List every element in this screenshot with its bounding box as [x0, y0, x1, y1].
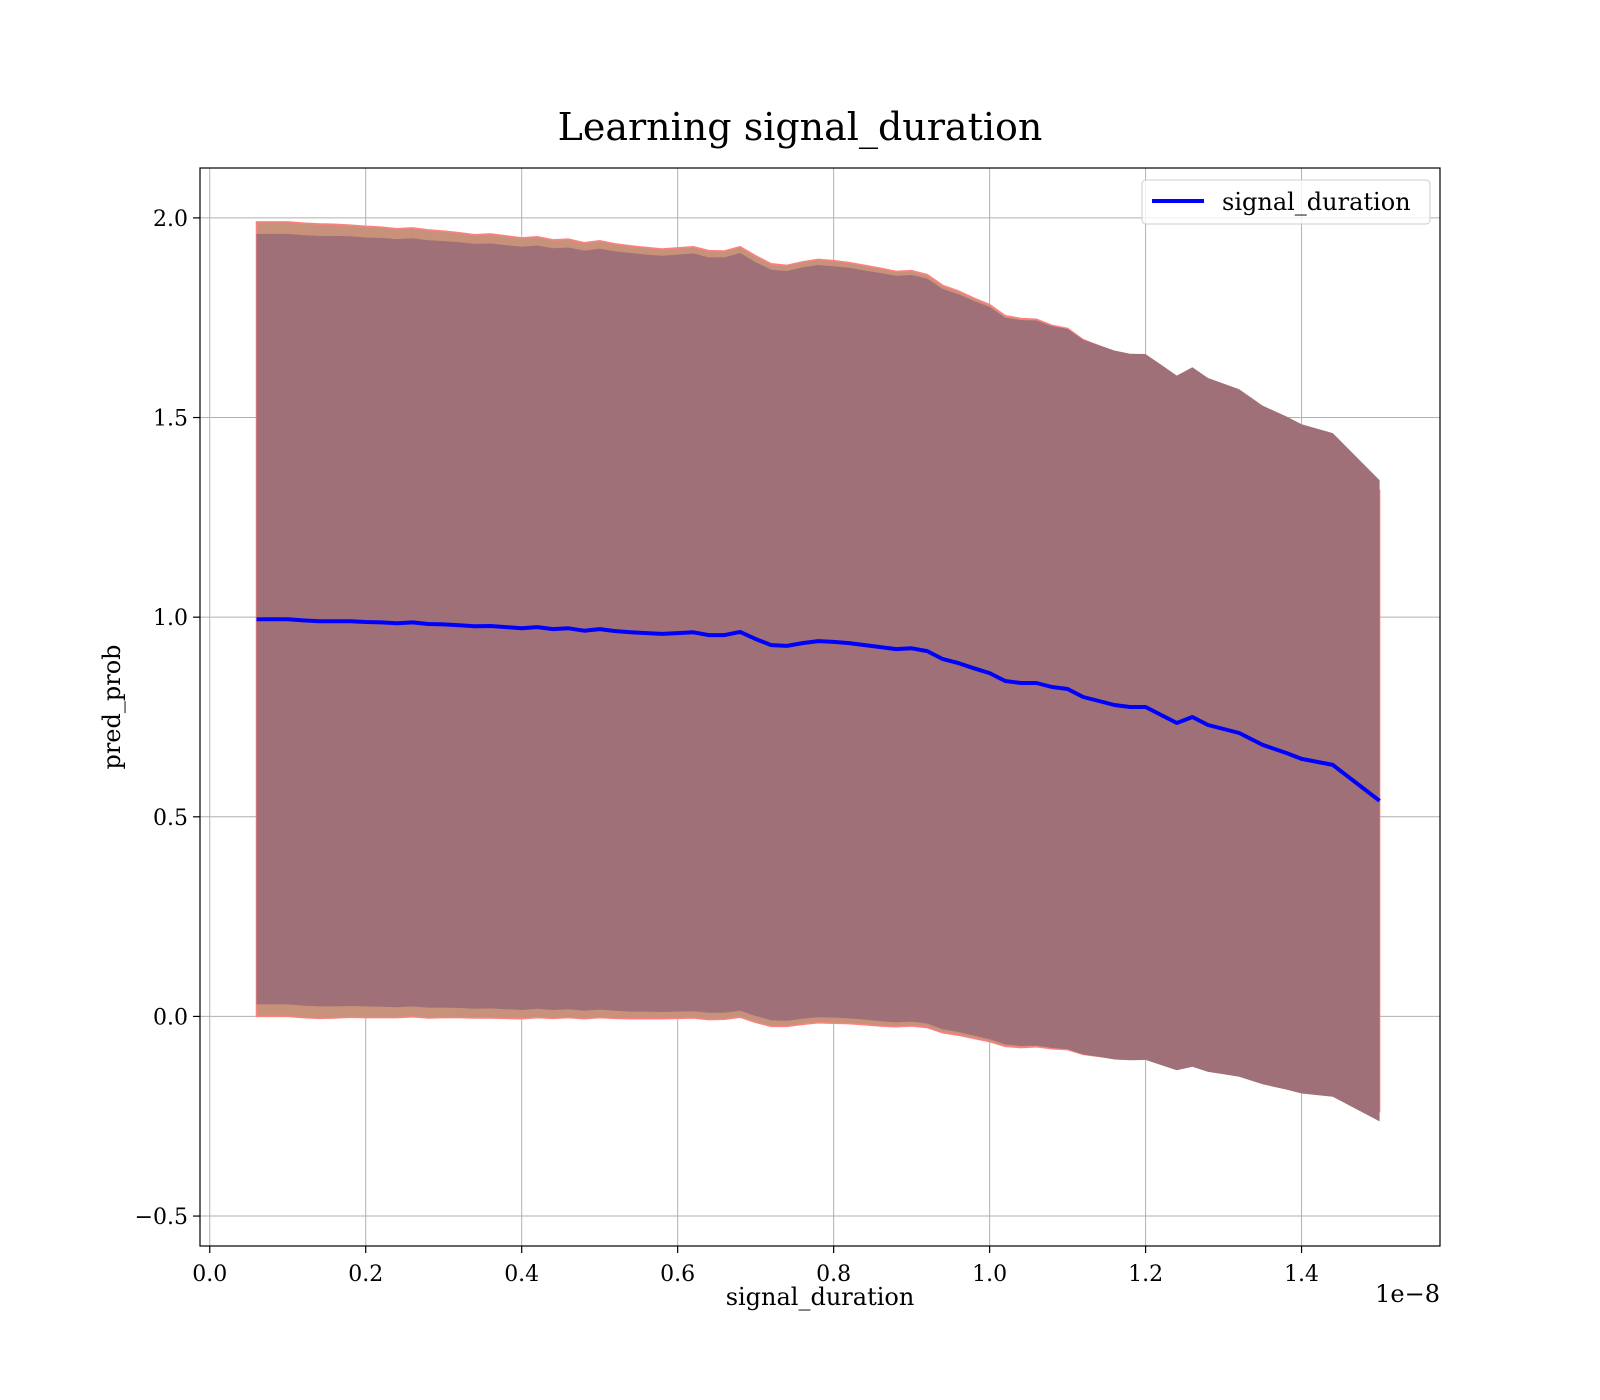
x-axis-label: signal_duration [726, 1283, 915, 1311]
chart-title: Learning signal_duration [558, 105, 1043, 150]
y-tick-label: 1.5 [153, 407, 188, 432]
y-axis: −0.5 0.0 0.5 1.0 1.5 2.0 [135, 207, 200, 1230]
series-lines [256, 617, 1381, 803]
y-tick-label: 0.5 [153, 806, 188, 831]
legend-box [1141, 179, 1431, 225]
series-line [256, 617, 1381, 803]
bands [255, 221, 1381, 1122]
x-tick-label: 0.0 [192, 1262, 227, 1287]
y-tick-label: 1.0 [153, 606, 188, 631]
x-tick-label: 1.0 [972, 1262, 1007, 1287]
legend-label: signal_duration [1222, 188, 1411, 216]
inner-confidence-band [256, 233, 1380, 1122]
x-tick-label: 0.4 [504, 1262, 539, 1287]
legend: signal_duration [1141, 179, 1431, 225]
x-tick-label: 1.2 [1128, 1262, 1163, 1287]
x-tick-label: 1.4 [1284, 1262, 1319, 1287]
y-tick-label: 0.0 [153, 1005, 188, 1030]
x-tick-label: 0.2 [348, 1262, 383, 1287]
y-axis-label: pred_prob [98, 644, 126, 769]
plot-frame [199, 167, 1441, 1247]
y-tick-label: −0.5 [135, 1205, 188, 1230]
y-tick-label: 2.0 [153, 207, 188, 232]
x-tick-label: 0.8 [816, 1262, 851, 1287]
x-tick-label: 0.6 [660, 1262, 695, 1287]
x-axis-offset-label: 1e−8 [1375, 1280, 1440, 1308]
x-axis: 0.0 0.2 0.4 0.6 0.8 1.0 1.2 1.4 [192, 1246, 1319, 1287]
